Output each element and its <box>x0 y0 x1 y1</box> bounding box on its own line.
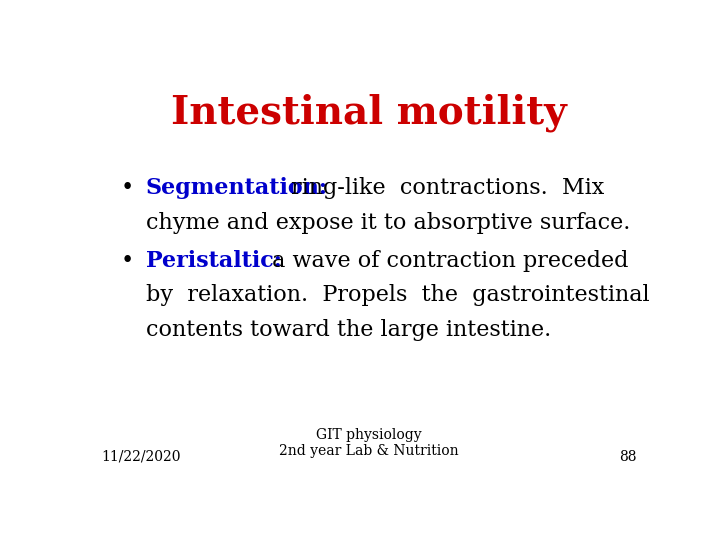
Text: GIT physiology
2nd year Lab & Nutrition: GIT physiology 2nd year Lab & Nutrition <box>279 428 459 458</box>
Text: Intestinal motility: Intestinal motility <box>171 94 567 132</box>
Text: contents toward the large intestine.: contents toward the large intestine. <box>145 319 551 341</box>
Text: chyme and expose it to absorptive surface.: chyme and expose it to absorptive surfac… <box>145 212 630 234</box>
Text: 11/22/2020: 11/22/2020 <box>101 450 181 464</box>
Text: a wave of contraction preceded: a wave of contraction preceded <box>265 250 628 272</box>
Text: 88: 88 <box>619 450 637 464</box>
Text: •: • <box>121 177 134 199</box>
Text: Peristaltic:: Peristaltic: <box>145 250 282 272</box>
Text: ring-like  contractions.  Mix: ring-like contractions. Mix <box>284 177 605 199</box>
Text: •: • <box>121 250 134 272</box>
Text: by  relaxation.  Propels  the  gastrointestinal: by relaxation. Propels the gastrointesti… <box>145 285 649 306</box>
Text: Segmentation:: Segmentation: <box>145 177 328 199</box>
